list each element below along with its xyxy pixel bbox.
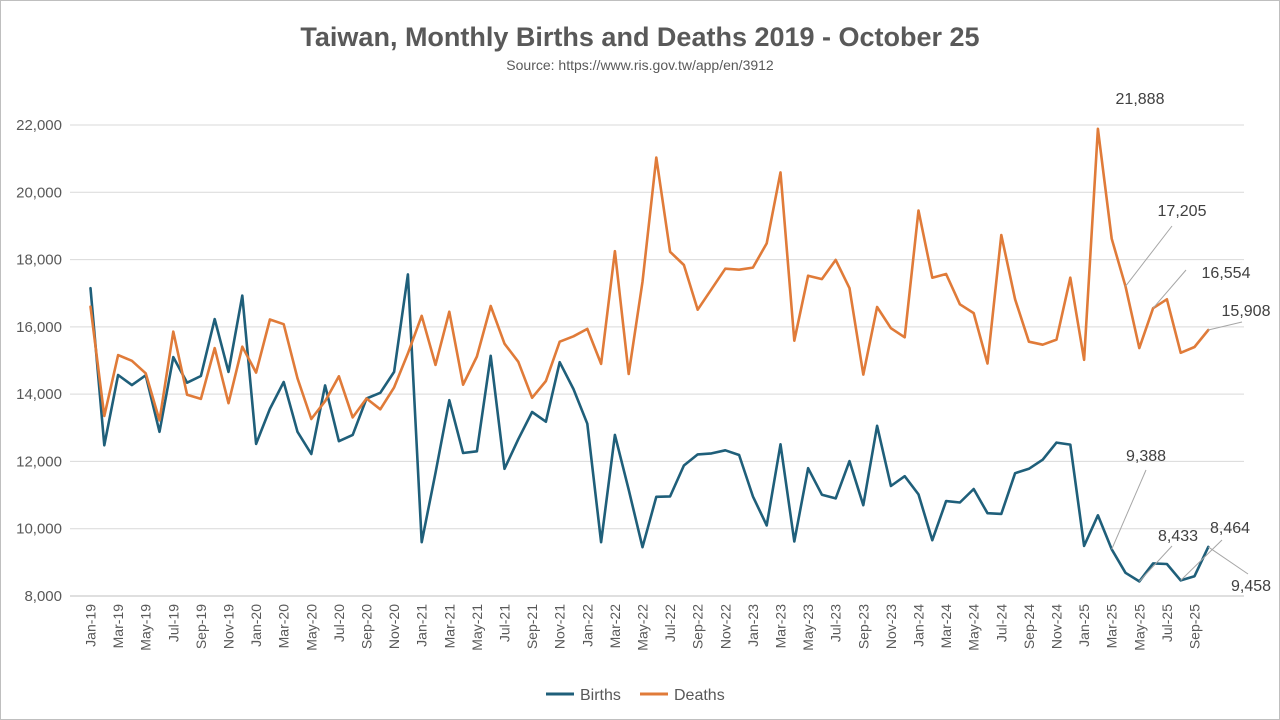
x-tick-label: Jul-24 bbox=[993, 604, 1009, 642]
leader-line bbox=[1208, 546, 1249, 575]
legend: Births Deaths bbox=[546, 687, 725, 704]
y-tick-label: 20,000 bbox=[16, 184, 62, 201]
x-tick-label: Nov-22 bbox=[717, 604, 733, 649]
legend-label-births: Births bbox=[580, 687, 621, 704]
x-tick-label: May-21 bbox=[469, 604, 485, 651]
x-tick-label: Mar-20 bbox=[276, 604, 292, 649]
x-tick-label: May-25 bbox=[1131, 604, 1147, 651]
x-tick-label: Nov-23 bbox=[883, 604, 899, 649]
x-tick-label: Nov-19 bbox=[221, 604, 237, 649]
x-tick-label: Jul-25 bbox=[1159, 604, 1175, 642]
y-tick-label: 16,000 bbox=[16, 319, 62, 336]
data-label: 8,433 bbox=[1158, 528, 1198, 545]
x-tick-label: Jan-25 bbox=[1076, 604, 1092, 647]
y-tick-label: 8,000 bbox=[24, 588, 62, 605]
x-tick-label: May-19 bbox=[138, 604, 154, 651]
x-tick-label: Nov-21 bbox=[552, 604, 568, 649]
data-label: 9,388 bbox=[1126, 448, 1166, 465]
x-tick-label: Mar-24 bbox=[938, 604, 954, 649]
data-label: 16,554 bbox=[1202, 265, 1251, 282]
leader-line bbox=[1180, 539, 1223, 581]
x-tick-label: Sep-19 bbox=[193, 604, 209, 649]
data-label: 17,205 bbox=[1158, 203, 1207, 220]
x-tick-label: Sep-23 bbox=[855, 604, 871, 649]
x-tick-label: Jan-24 bbox=[911, 604, 927, 647]
leader-line bbox=[1111, 469, 1147, 550]
series-line-deaths bbox=[89, 127, 1210, 422]
x-tick-label: Jul-23 bbox=[828, 604, 844, 642]
x-tick-label: Mar-21 bbox=[441, 604, 457, 649]
data-label: 8,464 bbox=[1210, 520, 1250, 537]
series-line-births bbox=[89, 273, 1210, 583]
y-tick-label: 12,000 bbox=[16, 453, 62, 470]
y-tick-label: 14,000 bbox=[16, 386, 62, 403]
y-tick-label: 18,000 bbox=[16, 252, 62, 269]
y-tick-label: 22,000 bbox=[16, 117, 62, 134]
series-lines bbox=[89, 127, 1210, 583]
leader-line bbox=[1152, 269, 1187, 309]
legend-label-deaths: Deaths bbox=[674, 687, 725, 704]
x-tick-label: Nov-24 bbox=[1049, 604, 1065, 649]
x-tick-label: Sep-21 bbox=[524, 604, 540, 649]
x-tick-label: Jan-19 bbox=[83, 604, 99, 647]
x-tick-label: Jul-19 bbox=[165, 604, 181, 642]
data-label: 9,458 bbox=[1231, 578, 1271, 595]
x-tick-label: Jul-21 bbox=[497, 604, 513, 642]
x-tick-label: Sep-22 bbox=[690, 604, 706, 649]
x-tick-label: May-22 bbox=[635, 604, 651, 651]
x-tick-label: Mar-25 bbox=[1104, 604, 1120, 649]
y-axis: 8,000 10,000 12,000 14,000 16,000 18,000 20,00… bbox=[16, 117, 62, 605]
leader-line bbox=[1125, 225, 1173, 287]
x-tick-label: May-24 bbox=[966, 604, 982, 651]
leader-line bbox=[1208, 321, 1243, 331]
gridlines bbox=[70, 124, 1244, 530]
x-tick-label: Sep-25 bbox=[1187, 604, 1203, 649]
x-tick-label: Jan-22 bbox=[579, 604, 595, 647]
x-tick-label: Mar-23 bbox=[773, 604, 789, 649]
y-tick-label: 10,000 bbox=[16, 521, 62, 538]
x-tick-label: May-20 bbox=[303, 604, 319, 651]
x-tick-label: Jan-23 bbox=[745, 604, 761, 647]
x-tick-label: Mar-19 bbox=[110, 604, 126, 649]
x-tick-label: Jan-21 bbox=[414, 604, 430, 647]
chart-title: Taiwan, Monthly Births and Deaths 2019 -… bbox=[300, 22, 980, 52]
x-axis: Jan-19 Mar-19 May-19 Jul-19 Sep-19 Nov-19 Jan-… bbox=[70, 595, 1244, 651]
data-label: 15,908 bbox=[1222, 303, 1271, 320]
x-tick-label: Mar-22 bbox=[607, 604, 623, 649]
x-tick-label: Sep-20 bbox=[359, 604, 375, 649]
x-tick-label: Nov-20 bbox=[386, 604, 402, 649]
data-label: 21,888 bbox=[1116, 91, 1165, 108]
x-tick-label: Jul-20 bbox=[331, 604, 347, 642]
x-tick-label: May-23 bbox=[800, 604, 816, 651]
chart-subtitle: Source: https://www.ris.gov.tw/app/en/39… bbox=[506, 57, 774, 73]
data-labels: 21,888 17,205 16,554 15,908 9,388 8,433 8,464 9… bbox=[1111, 91, 1271, 595]
leader-line bbox=[1138, 545, 1173, 582]
x-tick-label: Jul-22 bbox=[662, 604, 678, 642]
x-tick-label: Sep-24 bbox=[1021, 604, 1037, 649]
x-tick-label: Jan-20 bbox=[248, 604, 264, 647]
